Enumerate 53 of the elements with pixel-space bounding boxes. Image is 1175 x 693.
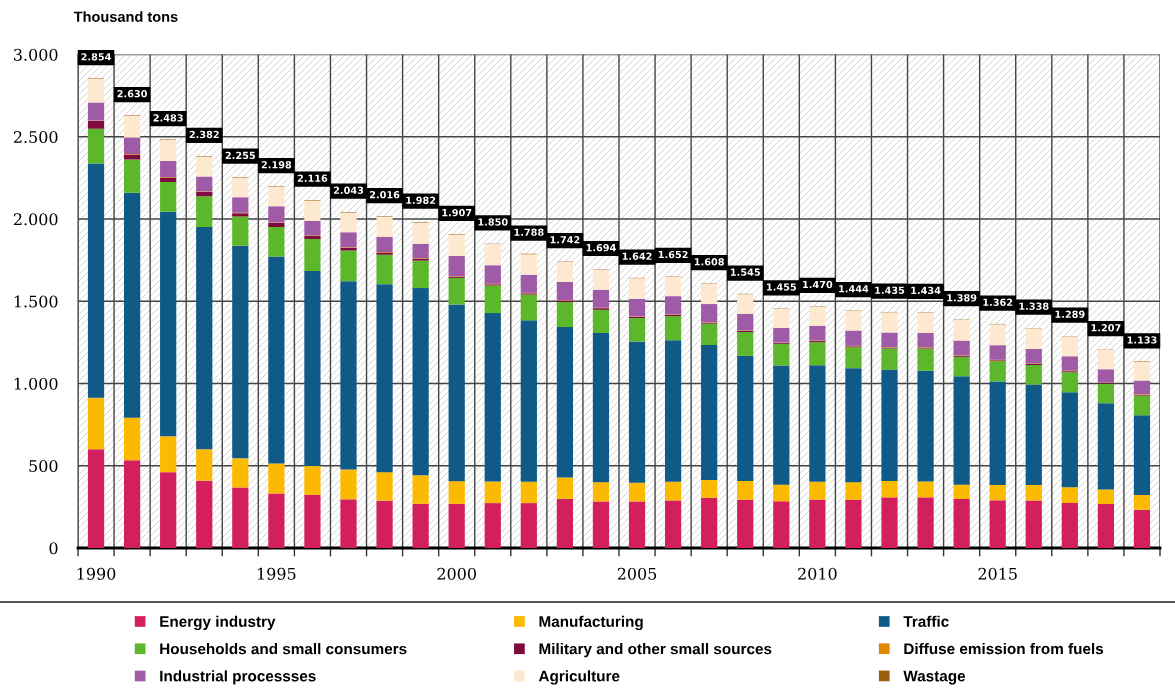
total-label: 1.389: [947, 294, 977, 302]
x-tick-label: 2010: [798, 567, 837, 580]
y-tick-label: 2.000: [13, 213, 58, 226]
total-label: 2.255: [225, 151, 255, 160]
x-tick-label: 1995: [257, 567, 296, 580]
total-label: 1.642: [622, 252, 652, 260]
total-label: 1.652: [658, 250, 688, 259]
total-label: 1.362: [983, 298, 1013, 306]
total-label: 1.455: [767, 283, 796, 291]
y-tick-label: 1.000: [14, 377, 58, 390]
total-label: 2.630: [117, 90, 148, 98]
x-tick-label: 1990: [77, 567, 116, 580]
total-label: 1.907: [442, 208, 472, 217]
total-label: 2.043: [333, 186, 364, 194]
total-label: 1.133: [1127, 336, 1157, 344]
x-tick-label: 2015: [978, 567, 1017, 580]
legend-label: Industrial processses: [160, 670, 316, 685]
legend-label: Wastage: [903, 670, 966, 685]
total-label: 1.434: [911, 286, 941, 295]
legend-label: Households and small consumers: [160, 643, 407, 655]
legend-label: Military and other small sources: [539, 643, 772, 658]
total-label: 1.338: [1019, 302, 1049, 310]
total-label: 1.742: [550, 236, 580, 244]
total-label: 2.382: [189, 130, 219, 139]
total-label: 1.444: [839, 285, 869, 293]
total-label: 1.289: [1055, 310, 1085, 318]
legend-label: Traffic: [903, 615, 949, 627]
y-axis-title: Thousand tons: [73, 11, 178, 22]
total-label: 2.116: [297, 174, 328, 182]
total-label: 1.207: [1091, 324, 1121, 332]
total-label: 2.483: [153, 114, 183, 122]
total-label: 2.854: [81, 53, 111, 61]
total-label: 1.545: [730, 268, 760, 276]
legend-label: Manufacturing: [539, 615, 643, 631]
total-label: 1.435: [875, 286, 905, 294]
legend-label: Diffuse emission from fuels: [904, 642, 1104, 655]
x-tick-label: 2005: [617, 567, 657, 580]
total-label: 2.016: [369, 191, 400, 199]
y-tick-label: 0: [49, 542, 58, 555]
total-label: 1.788: [514, 228, 544, 236]
y-tick-label: 500: [29, 459, 58, 473]
total-label: 1.470: [803, 280, 833, 289]
y-tick-label: 3.000: [14, 48, 58, 61]
total-label: 1.982: [406, 196, 436, 204]
y-tick-label: 2.500: [13, 130, 58, 144]
legend-label: Agriculture: [538, 670, 620, 685]
x-tick-label: 2000: [437, 567, 476, 580]
total-label: 1.850: [478, 218, 508, 226]
total-label: 1.608: [694, 258, 724, 266]
legend-label: Energy industry: [160, 615, 276, 631]
total-label: 2.198: [261, 161, 292, 169]
y-tick-label: 1.500: [14, 295, 58, 308]
total-label: 1.694: [586, 243, 616, 252]
